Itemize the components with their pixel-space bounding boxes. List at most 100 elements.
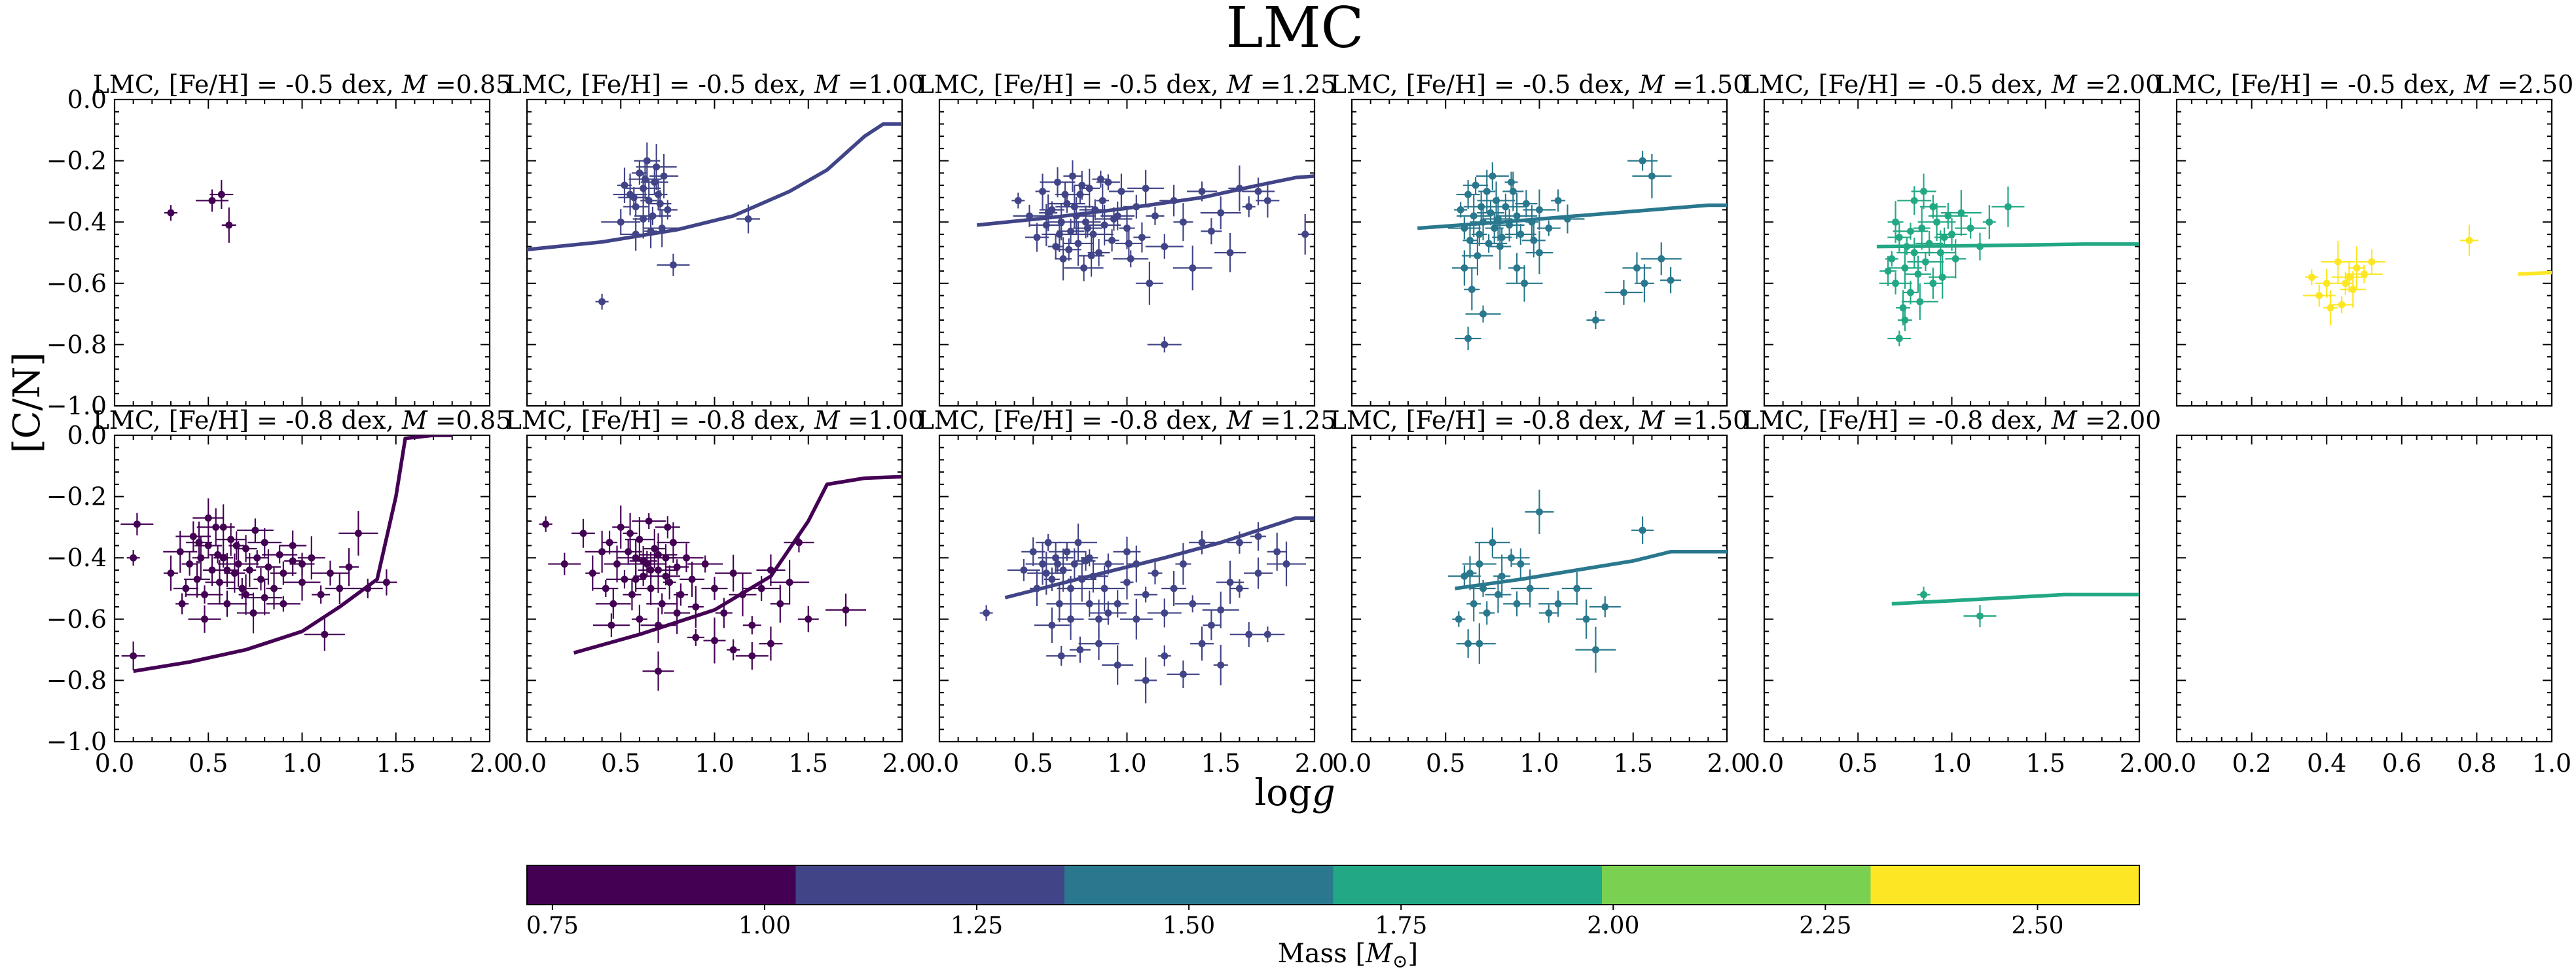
data-point xyxy=(1454,202,1468,218)
point-marker xyxy=(1914,270,1922,278)
point-marker xyxy=(1033,234,1041,242)
data-point xyxy=(585,555,600,591)
data-point xyxy=(729,573,757,617)
data-point xyxy=(1057,576,1085,601)
point-marker xyxy=(1070,560,1078,568)
data-point xyxy=(649,154,679,198)
point-marker xyxy=(1667,276,1675,284)
data-point xyxy=(1127,545,1146,583)
point-marker xyxy=(1048,621,1056,629)
point-marker xyxy=(1476,230,1483,238)
data-point xyxy=(687,555,723,573)
data-point xyxy=(1040,167,1076,198)
point-marker xyxy=(653,163,661,171)
data-point xyxy=(1641,242,1682,276)
plot-frame xyxy=(1763,434,2141,743)
point-marker xyxy=(1207,621,1215,629)
point-marker xyxy=(308,554,316,562)
point-marker xyxy=(167,569,175,577)
point-marker xyxy=(1895,334,1903,342)
data-point xyxy=(1955,217,1987,239)
data-point xyxy=(644,214,658,249)
point-marker xyxy=(645,196,653,204)
data-point xyxy=(215,523,246,556)
point-marker xyxy=(1921,258,1929,266)
point-marker xyxy=(626,530,634,537)
data-point xyxy=(1134,657,1157,704)
data-point xyxy=(1200,196,1241,230)
colorbar-tick-label: 0.75 xyxy=(526,913,579,939)
point-marker xyxy=(1521,280,1529,287)
point-marker xyxy=(280,569,287,577)
data-point xyxy=(592,613,630,638)
y-tick-label: −0.8 xyxy=(46,330,107,359)
subplot-r0-c2: LMC, [Fe/H] = -0.5 dex, M =1.25 xyxy=(918,70,1336,407)
point-marker xyxy=(1014,196,1022,204)
data-point xyxy=(759,626,783,661)
data-point xyxy=(1915,230,1944,256)
data-point xyxy=(2340,271,2367,308)
data-point xyxy=(825,593,867,626)
point-marker xyxy=(636,535,644,543)
data-point xyxy=(644,529,665,569)
point-marker xyxy=(1906,289,1914,297)
point-marker xyxy=(1494,590,1502,598)
point-marker xyxy=(249,609,257,617)
subplot-title-value: =1.00 xyxy=(840,406,924,435)
point-marker xyxy=(1920,590,1928,598)
data-point xyxy=(657,200,678,220)
point-marker xyxy=(1078,181,1086,189)
data-point xyxy=(1447,217,1481,240)
colorbar-tick-label: 2.25 xyxy=(1799,913,1851,939)
data-point xyxy=(646,593,678,615)
data-point xyxy=(715,598,733,628)
point-marker xyxy=(1217,606,1225,614)
point-marker xyxy=(1582,615,1590,623)
point-marker xyxy=(983,609,990,617)
data-point xyxy=(1146,206,1165,225)
data-point xyxy=(1039,194,1058,232)
point-marker xyxy=(364,585,372,592)
point-marker xyxy=(757,585,765,592)
data-point xyxy=(1470,580,1496,597)
point-marker xyxy=(1123,579,1131,587)
point-marker xyxy=(729,569,737,577)
data-point xyxy=(1503,591,1531,617)
data-point xyxy=(1605,280,1643,305)
point-marker xyxy=(1888,255,1896,262)
data-point xyxy=(181,552,198,576)
point-marker xyxy=(1095,640,1103,647)
colorbar-tick-label: 2.50 xyxy=(2011,913,2063,939)
data-point xyxy=(1536,220,1561,236)
data-point xyxy=(1945,239,1967,279)
data-point xyxy=(662,565,676,600)
point-marker xyxy=(1098,196,1106,204)
data-point xyxy=(1250,522,1267,551)
data-point xyxy=(1161,571,1187,606)
point-marker xyxy=(1133,615,1140,623)
point-marker xyxy=(660,172,668,180)
data-point xyxy=(1167,660,1200,689)
point-marker xyxy=(1057,652,1065,660)
data-point xyxy=(185,521,212,564)
subplot-title-value: =0.85 xyxy=(427,406,512,435)
point-marker xyxy=(1052,243,1060,251)
subplot-r0-c3: LMC, [Fe/H] = -0.5 dex, M =1.50 xyxy=(1330,70,1749,407)
point-marker xyxy=(1918,225,1926,232)
point-marker xyxy=(1104,178,1112,186)
x-tick-label: 0.5 xyxy=(1426,749,1465,778)
data-point xyxy=(1631,516,1654,545)
point-marker xyxy=(1067,585,1075,592)
data-point xyxy=(1228,165,1251,211)
data-point xyxy=(1911,173,1936,209)
data-point xyxy=(228,531,245,560)
point-marker xyxy=(2004,203,2012,211)
plot-area xyxy=(2302,225,2552,326)
data-point xyxy=(1078,560,1108,593)
data-point xyxy=(1525,231,1553,274)
point-marker xyxy=(1479,585,1487,592)
data-point xyxy=(1627,151,1658,171)
point-marker xyxy=(1895,234,1903,242)
point-marker xyxy=(1526,585,1534,592)
subplot-title-var: M xyxy=(814,406,841,435)
